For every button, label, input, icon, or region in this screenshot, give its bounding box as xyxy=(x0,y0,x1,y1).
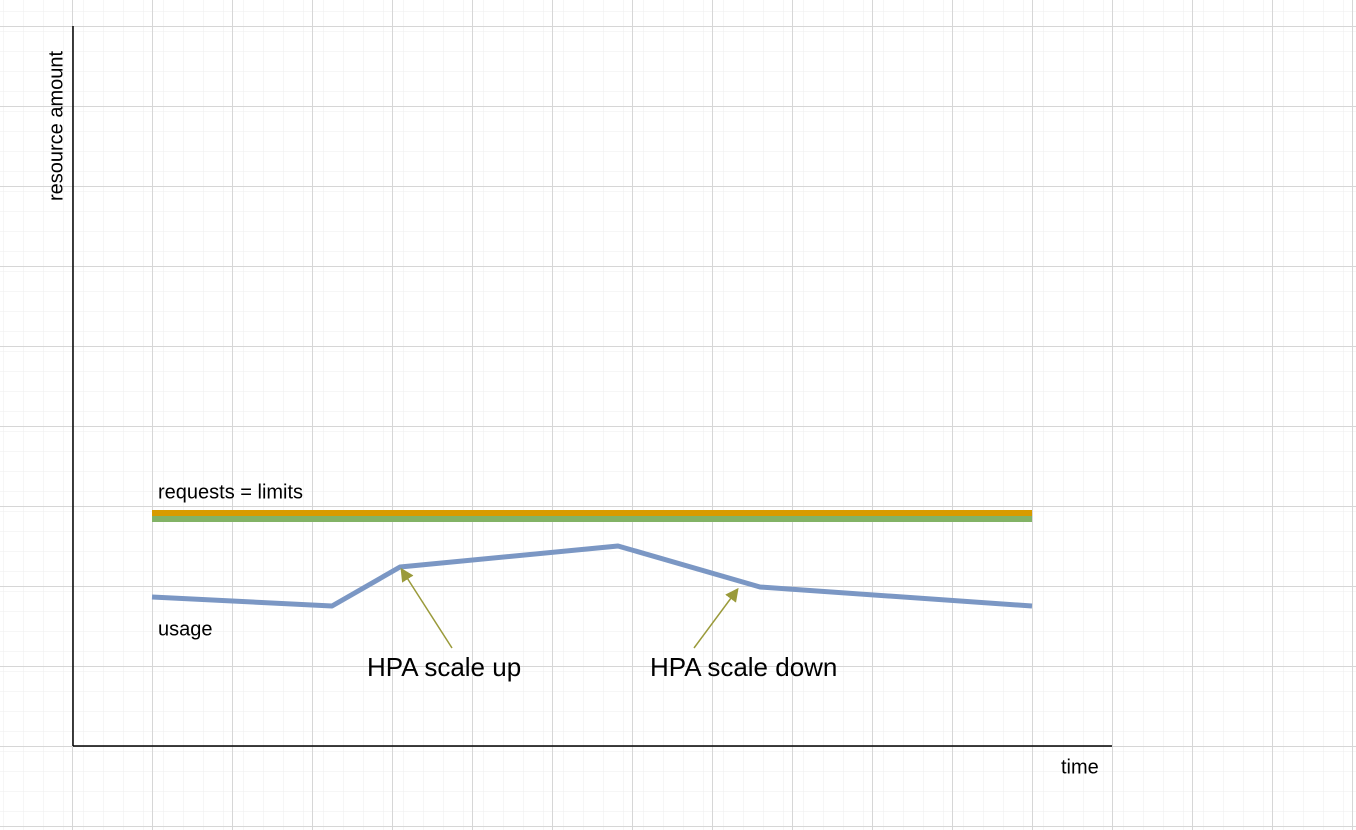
limits-label: requests = limits xyxy=(158,481,303,503)
usage-line xyxy=(151,543,1033,609)
scale-up-arrow xyxy=(400,567,453,649)
x-axis-label: time xyxy=(1061,756,1099,778)
scale-down-label: HPA scale down xyxy=(650,652,837,682)
scale-up-label: HPA scale up xyxy=(367,652,521,682)
scale-down-arrow xyxy=(693,587,739,649)
usage-label: usage xyxy=(158,618,213,640)
y-axis-label: resource amount xyxy=(45,51,67,202)
